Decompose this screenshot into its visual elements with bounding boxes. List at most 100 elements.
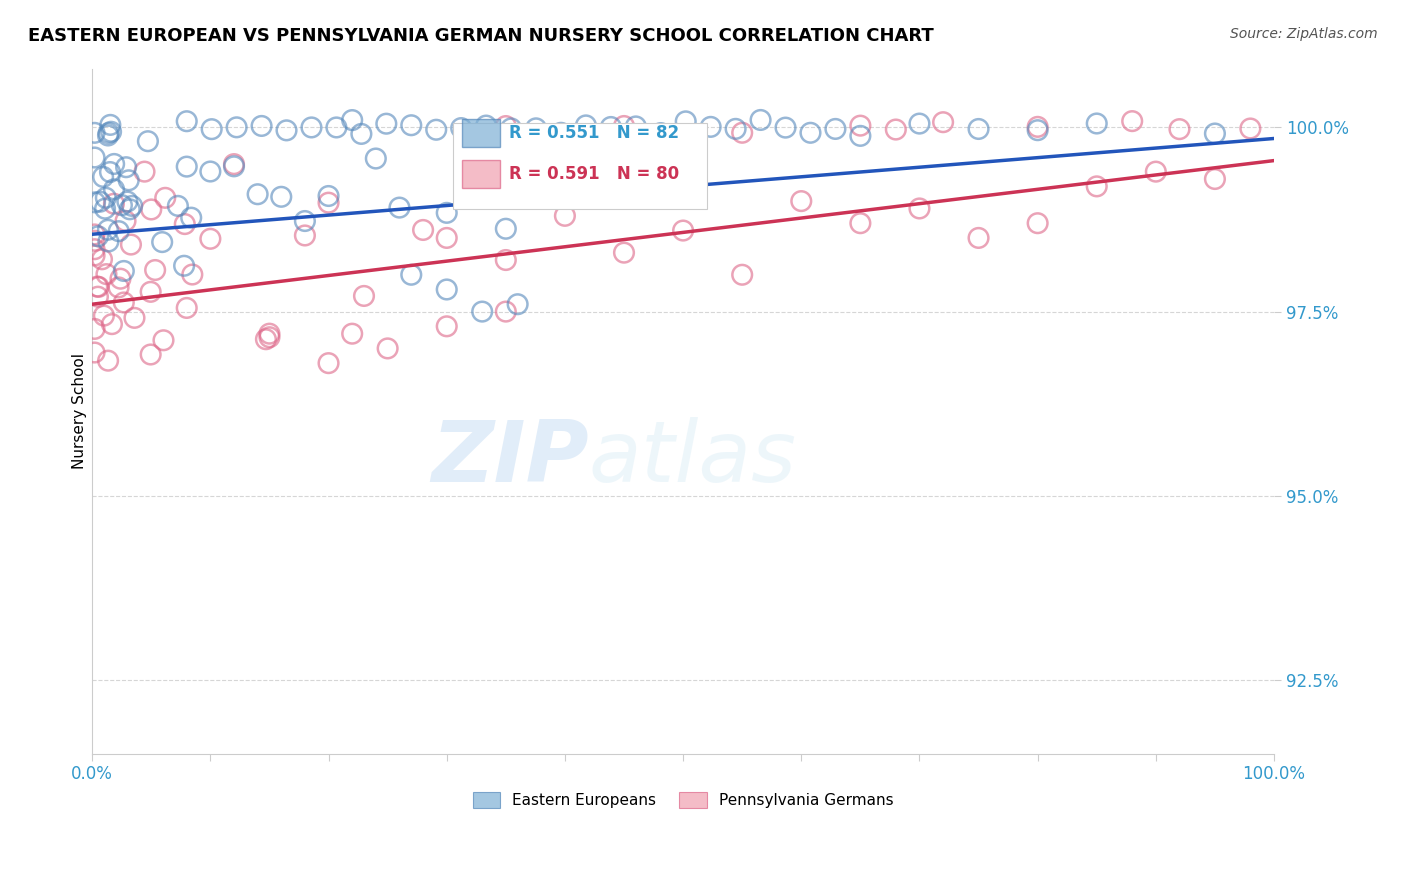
Point (176, 160, 198, 174)
Point (436, 283, 458, 297)
Point (91, 252, 114, 267)
Point (699, 120, 721, 134)
Point (1085, 179, 1108, 194)
Point (471, 304, 494, 318)
Point (96, 267, 118, 281)
Point (89, 194, 111, 209)
Point (167, 199, 190, 213)
Point (524, 121, 547, 136)
Y-axis label: Nursery School: Nursery School (72, 353, 87, 469)
Point (87, 280, 110, 294)
Point (112, 295, 135, 310)
Point (353, 289, 375, 303)
Point (155, 191, 177, 205)
Point (222, 157, 245, 171)
Point (136, 134, 159, 148)
Point (1168, 122, 1191, 136)
Point (1026, 123, 1049, 137)
Text: ZIP: ZIP (430, 417, 589, 500)
Point (425, 122, 447, 136)
Legend: Eastern Europeans, Pennsylvania Germans: Eastern Europeans, Pennsylvania Germans (467, 786, 900, 814)
Point (259, 326, 281, 341)
Point (124, 310, 146, 325)
Point (599, 120, 621, 134)
Point (790, 194, 813, 208)
Point (675, 114, 697, 128)
Point (101, 317, 124, 331)
Point (318, 189, 340, 203)
Text: Source: ZipAtlas.com: Source: ZipAtlas.com (1230, 27, 1378, 41)
Point (270, 190, 292, 204)
Point (84, 195, 107, 210)
Point (575, 119, 598, 133)
Point (176, 301, 198, 315)
Point (550, 126, 572, 140)
Point (849, 128, 872, 143)
Point (107, 280, 129, 294)
Point (150, 235, 173, 249)
Point (967, 231, 990, 245)
Point (499, 121, 522, 136)
Point (799, 126, 821, 140)
Point (83, 345, 105, 359)
Point (350, 127, 373, 141)
Point (340, 113, 363, 128)
Point (120, 237, 142, 252)
Point (114, 214, 136, 228)
Point (83, 151, 105, 165)
Point (97, 128, 120, 143)
Point (375, 117, 398, 131)
Point (143, 263, 166, 277)
Point (103, 196, 125, 211)
Point (86, 279, 108, 293)
Point (225, 120, 247, 135)
Point (495, 119, 517, 133)
Point (731, 126, 754, 140)
Point (908, 202, 931, 216)
Point (388, 201, 411, 215)
Point (180, 211, 202, 225)
Point (554, 209, 576, 223)
Point (246, 187, 269, 202)
Point (87, 290, 110, 304)
Point (475, 119, 498, 133)
Point (173, 217, 195, 231)
Point (100, 125, 122, 139)
Point (83, 242, 105, 256)
FancyBboxPatch shape (453, 123, 707, 209)
Point (139, 285, 162, 299)
Point (118, 173, 141, 187)
Point (495, 304, 517, 318)
Point (87, 229, 110, 244)
Point (932, 115, 955, 129)
Point (118, 202, 141, 217)
Point (294, 214, 316, 228)
Point (364, 152, 387, 166)
Point (495, 221, 517, 235)
Point (97, 353, 120, 368)
Point (83, 322, 105, 336)
Point (181, 268, 204, 282)
Point (450, 121, 472, 136)
Point (97, 235, 120, 249)
Point (1026, 120, 1049, 134)
Point (176, 114, 198, 128)
Point (1085, 116, 1108, 130)
Point (83, 234, 105, 248)
Point (1144, 164, 1167, 178)
Point (201, 122, 224, 136)
Point (967, 122, 990, 136)
Point (325, 120, 347, 135)
Point (94, 191, 117, 205)
Point (908, 117, 931, 131)
Point (97, 223, 120, 237)
Point (318, 356, 340, 370)
Point (318, 195, 340, 210)
Point (884, 122, 907, 136)
Point (112, 264, 135, 278)
Point (1121, 114, 1143, 128)
Point (98, 165, 121, 179)
Point (254, 332, 277, 346)
Point (107, 224, 129, 238)
Point (624, 120, 647, 134)
